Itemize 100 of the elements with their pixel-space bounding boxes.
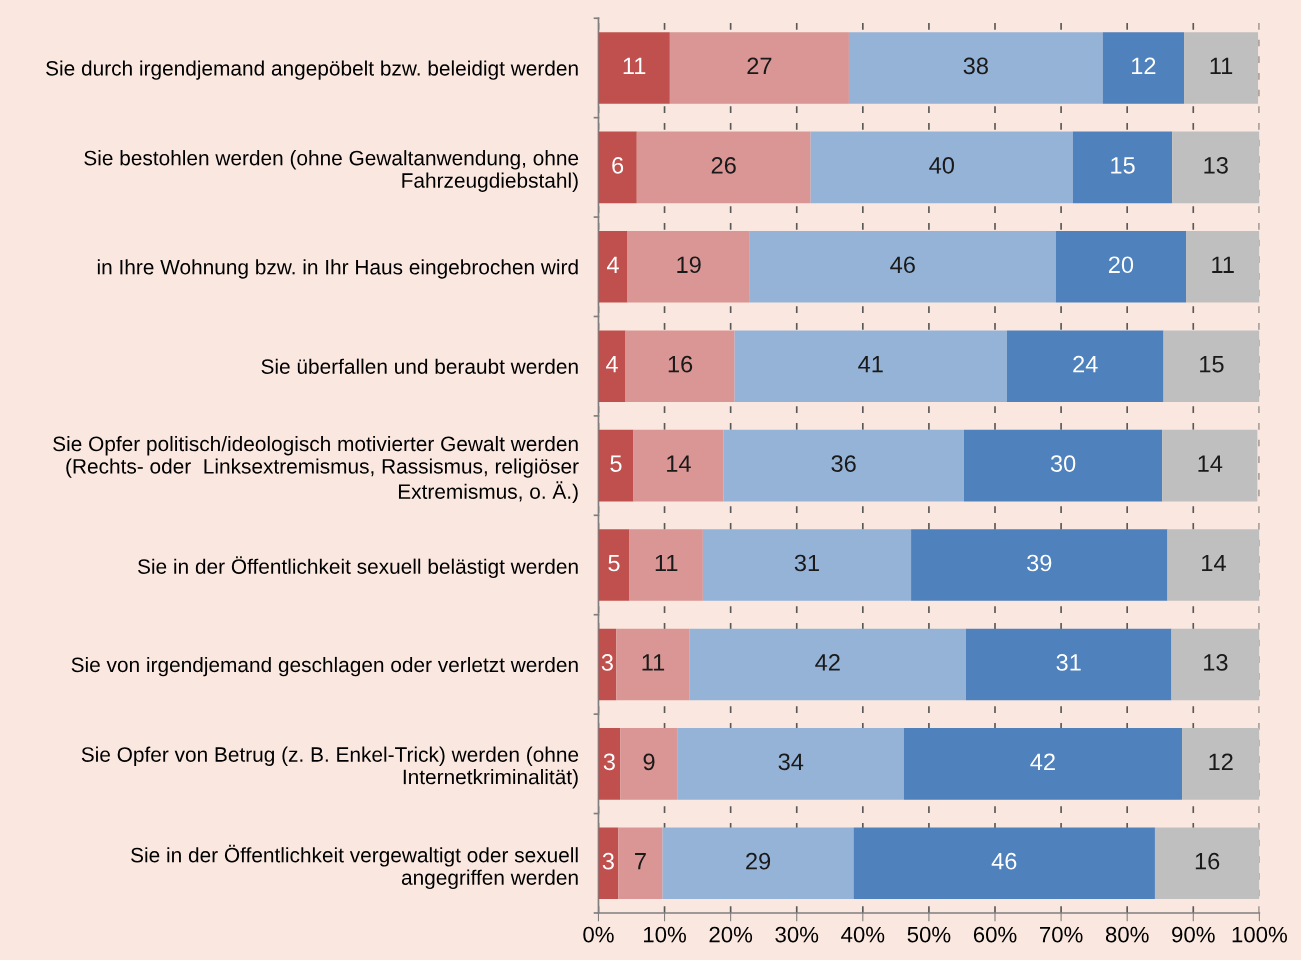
bar (1162, 429, 1258, 502)
data-label: 14 (667, 455, 691, 472)
data-label: 13 (1204, 654, 1228, 671)
bar (903, 728, 1183, 800)
bar (598, 230, 628, 303)
data-label: 4 (605, 356, 618, 373)
data-label: 9 (643, 753, 655, 771)
data-label: 12 (1209, 753, 1233, 770)
data-label: 42 (815, 654, 840, 671)
data-label: 11 (623, 57, 646, 75)
bar (1154, 827, 1260, 900)
bar (598, 429, 634, 502)
data-label: 16 (1195, 852, 1220, 870)
bar (620, 728, 678, 800)
bar (1182, 728, 1260, 800)
data-label: 3 (601, 654, 613, 671)
bar (810, 131, 1073, 204)
x-tick-label: 80% (1105, 926, 1149, 943)
data-label: 41 (858, 356, 883, 373)
bar (598, 131, 637, 204)
data-label: 14 (1202, 554, 1226, 572)
bar (598, 827, 619, 900)
bar (598, 330, 626, 402)
bar (1006, 330, 1164, 402)
data-label: 46 (890, 256, 915, 274)
bar (629, 529, 703, 601)
bar (734, 330, 1007, 402)
y-tick-label: Sie Opfer politisch/ideologisch motivierter Gewalt werden (Rechts- oder Linksextremismus, Rassismus, religiöser Extremismus, o. Ä.) (53, 435, 579, 504)
data-label: 15 (1111, 157, 1135, 174)
data-label: 11 (1212, 256, 1234, 273)
data-label: 20 (1108, 256, 1134, 274)
data-label: 30 (1050, 455, 1076, 472)
x-tick-label: 30% (775, 926, 819, 943)
bar (1184, 32, 1259, 104)
data-label: 36 (831, 455, 856, 472)
y-tick-label: in Ihre Wohnung bzw. in Ihr Haus eingebrochen wird (97, 259, 578, 279)
data-label: 39 (1027, 554, 1052, 572)
y-tick-label: Sie bestohlen werden (ohne Gewaltanwendung, ohne Fahrzeugdiebstahl) (84, 150, 579, 192)
bar (1102, 32, 1185, 104)
x-tick-label: 20% (709, 926, 753, 943)
bar (723, 429, 964, 502)
data-label: 27 (747, 57, 772, 75)
data-label: 42 (1030, 753, 1055, 770)
bar (1167, 529, 1260, 601)
y-tick-label: Sie von irgendjemand geschlagen oder verletzt werden (71, 656, 578, 677)
data-label: 4 (606, 256, 619, 273)
bar (853, 827, 1155, 900)
data-label: 6 (612, 156, 624, 174)
bar (598, 529, 630, 601)
bar (1072, 131, 1173, 204)
bar (636, 131, 811, 204)
bar (965, 628, 1172, 701)
data-label: 14 (1198, 455, 1223, 472)
x-tick-label: 50% (907, 926, 951, 943)
data-label: 11 (642, 654, 665, 671)
data-label: 26 (711, 156, 736, 174)
x-tick-label: 40% (841, 926, 885, 943)
y-tick-label: Sie durch irgendjemand angepöbelt bzw. beleidigt werden (46, 60, 578, 80)
y-tick-label: Sie Opfer von Betrug (z. B. Enkel-Trick) werden (ohne Internetkriminalität) (81, 746, 579, 789)
data-label: 5 (610, 455, 622, 472)
data-label: 40 (929, 156, 955, 174)
y-tick-label: Sie in der Öffentlichkeit vergewaltigt oder sexuell angegriffen werden (131, 844, 578, 890)
bar (598, 728, 621, 800)
data-label: 38 (963, 57, 988, 75)
data-label: 16 (668, 355, 693, 373)
bar (749, 230, 1056, 303)
x-tick-label: 10% (644, 926, 686, 943)
bar (618, 827, 663, 900)
bar (911, 529, 1168, 601)
data-label: 12 (1132, 57, 1156, 75)
bar (616, 628, 690, 701)
x-tick-label: 90% (1172, 926, 1215, 943)
bar (625, 330, 735, 402)
x-tick-label: 60% (973, 926, 1017, 943)
data-label: 11 (655, 554, 678, 572)
bar (848, 32, 1103, 104)
bar (633, 429, 724, 502)
data-label: 15 (1200, 356, 1224, 373)
bar (1171, 628, 1260, 701)
data-label: 5 (608, 554, 620, 572)
bar (689, 628, 966, 701)
data-label: 19 (677, 256, 701, 274)
data-label: 31 (794, 554, 819, 572)
data-label: 29 (746, 852, 771, 870)
x-tick-label: 0% (583, 926, 614, 943)
data-label: 34 (778, 753, 804, 771)
y-tick-label: Sie überfallen und beraubt werden (261, 358, 578, 374)
bar (1163, 330, 1260, 402)
y-tick-label: Sie in der Öffentlichkeit sexuell belästigt werden (137, 556, 578, 579)
data-label: 24 (1073, 355, 1098, 373)
bar (669, 32, 849, 104)
data-label: 13 (1204, 156, 1228, 174)
bar (963, 429, 1163, 502)
bar (677, 728, 904, 800)
bar (627, 230, 750, 303)
data-label: 11 (1210, 57, 1233, 75)
bar (598, 32, 670, 104)
bar (1055, 230, 1187, 303)
data-label: 31 (1056, 654, 1081, 671)
bar (1186, 230, 1260, 303)
